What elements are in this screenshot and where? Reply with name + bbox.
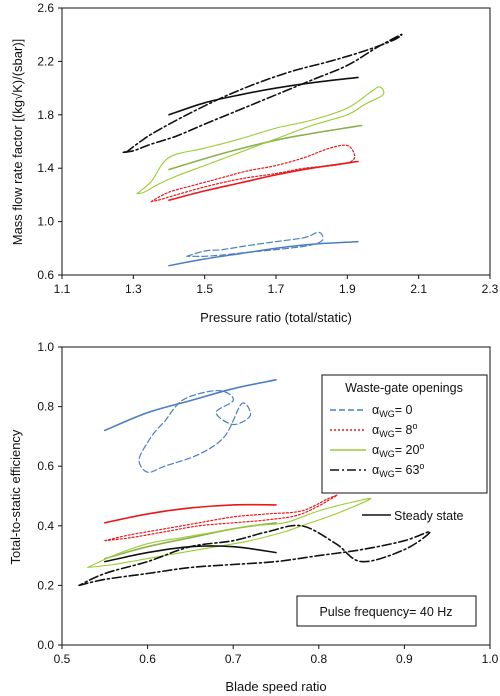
mass-flow-x-axis-label: Pressure ratio (total/static) bbox=[200, 310, 352, 325]
efficiency-y-tick-label: 1.0 bbox=[37, 340, 54, 354]
mass-flow-x-tick-label: 1.9 bbox=[339, 282, 356, 296]
efficiency-series-line-3 bbox=[104, 494, 338, 542]
mass-flow-series-line-4 bbox=[168, 124, 363, 171]
efficiency-y-tick-label: 0.6 bbox=[37, 459, 54, 473]
mass-flow-x-tick-label: 2.3 bbox=[482, 282, 499, 296]
efficiency-y-ticks: 0.0 0.2 0.4 0.6 0.8 1.0 bbox=[37, 340, 62, 652]
efficiency-series-line-0 bbox=[104, 379, 277, 432]
efficiency-y-tick-label: 0.0 bbox=[37, 638, 54, 652]
efficiency-y-tick-label: 0.4 bbox=[37, 519, 54, 533]
mass-flow-series bbox=[121, 33, 403, 267]
mass-flow-chart: 1.1 1.3 1.5 1.7 1.9 2.1 2.3 0.6 1.0 1.4 1.8 2.2 2.6… bbox=[10, 1, 499, 325]
efficiency-x-tick-label: 0.5 bbox=[54, 652, 71, 666]
efficiency-x-ticks: 0.5 0.6 0.7 0.8 0.9 1.0 bbox=[54, 645, 499, 666]
legend-entry-label: αWG= 0 bbox=[372, 403, 413, 419]
efficiency-x-tick-label: 0.6 bbox=[139, 652, 156, 666]
mass-flow-x-tick-label: 1.1 bbox=[54, 282, 71, 296]
legend-entry-label: αWG= 63o bbox=[372, 461, 424, 479]
legend-entry-label: αWG= 8o bbox=[372, 421, 417, 439]
efficiency-y-tick-label: 0.8 bbox=[37, 400, 54, 414]
legend-entry-label: αWG= 20o bbox=[372, 441, 424, 459]
mass-flow-y-tick-label: 0.6 bbox=[37, 268, 54, 282]
mass-flow-x-ticks: 1.1 1.3 1.5 1.7 1.9 2.1 2.3 bbox=[54, 275, 499, 296]
legend-box bbox=[321, 374, 488, 494]
efficiency-y-axis-label: Total-to-static efficiency bbox=[8, 429, 23, 564]
legend: Waste-gate openings αWG= 0 αWG= 8o αWG= 20… bbox=[321, 374, 488, 494]
mass-flow-y-axis-label: Mass flow rate factor [(kg√K)/(sbar)] bbox=[10, 39, 25, 246]
mass-flow-y-tick-label: 1.8 bbox=[37, 108, 54, 122]
efficiency-x-tick-label: 0.7 bbox=[225, 652, 242, 666]
efficiency-x-tick-label: 0.9 bbox=[396, 652, 413, 666]
pulse-frequency-box bbox=[296, 595, 477, 627]
pulse-frequency-annotation: Pulse frequency= 40 Hz bbox=[296, 595, 477, 627]
mass-flow-series-line-3 bbox=[150, 144, 356, 203]
steady-state-label: Steady state bbox=[394, 509, 464, 523]
efficiency-series-line-5 bbox=[87, 497, 372, 569]
mass-flow-y-tick-label: 2.6 bbox=[37, 1, 54, 15]
mass-flow-y-tick-label: 1.0 bbox=[37, 215, 54, 229]
mass-flow-x-tick-label: 1.5 bbox=[196, 282, 213, 296]
steady-state-key: Steady state bbox=[362, 509, 464, 523]
efficiency-x-tick-label: 0.8 bbox=[310, 652, 327, 666]
mass-flow-x-tick-label: 1.3 bbox=[125, 282, 142, 296]
efficiency-series-line-2 bbox=[104, 503, 277, 524]
efficiency-y-tick-label: 0.2 bbox=[37, 578, 54, 592]
efficiency-chart: 0.5 0.6 0.7 0.8 0.9 1.0 0.0 0.2 0.4 0.6 0.8 1.0 Bl… bbox=[8, 340, 499, 694]
mass-flow-y-ticks: 0.6 1.0 1.4 1.8 2.2 2.6 bbox=[37, 1, 62, 282]
mass-flow-plot-area bbox=[61, 7, 491, 276]
efficiency-series-line-1 bbox=[138, 389, 252, 473]
efficiency-series-line-7 bbox=[78, 524, 431, 587]
mass-flow-series-line-6 bbox=[168, 76, 359, 116]
mass-flow-y-tick-label: 1.4 bbox=[37, 161, 54, 175]
mass-flow-y-tick-label: 2.2 bbox=[37, 54, 54, 68]
legend-entries: αWG= 0 αWG= 8o αWG= 20o αWG= 63o bbox=[330, 403, 424, 479]
mass-flow-series-line-7 bbox=[121, 33, 403, 154]
pulse-frequency-label: Pulse frequency= 40 Hz bbox=[319, 605, 452, 619]
legend-title: Waste-gate openings bbox=[345, 381, 463, 395]
efficiency-x-axis-label: Blade speed ratio bbox=[225, 679, 326, 694]
mass-flow-x-tick-label: 1.7 bbox=[268, 282, 285, 296]
mass-flow-series-line-1 bbox=[186, 231, 324, 257]
mass-flow-x-tick-label: 2.1 bbox=[410, 282, 427, 296]
efficiency-series bbox=[78, 379, 431, 587]
mass-flow-series-line-5 bbox=[136, 86, 385, 195]
efficiency-x-tick-label: 1.0 bbox=[482, 652, 499, 666]
